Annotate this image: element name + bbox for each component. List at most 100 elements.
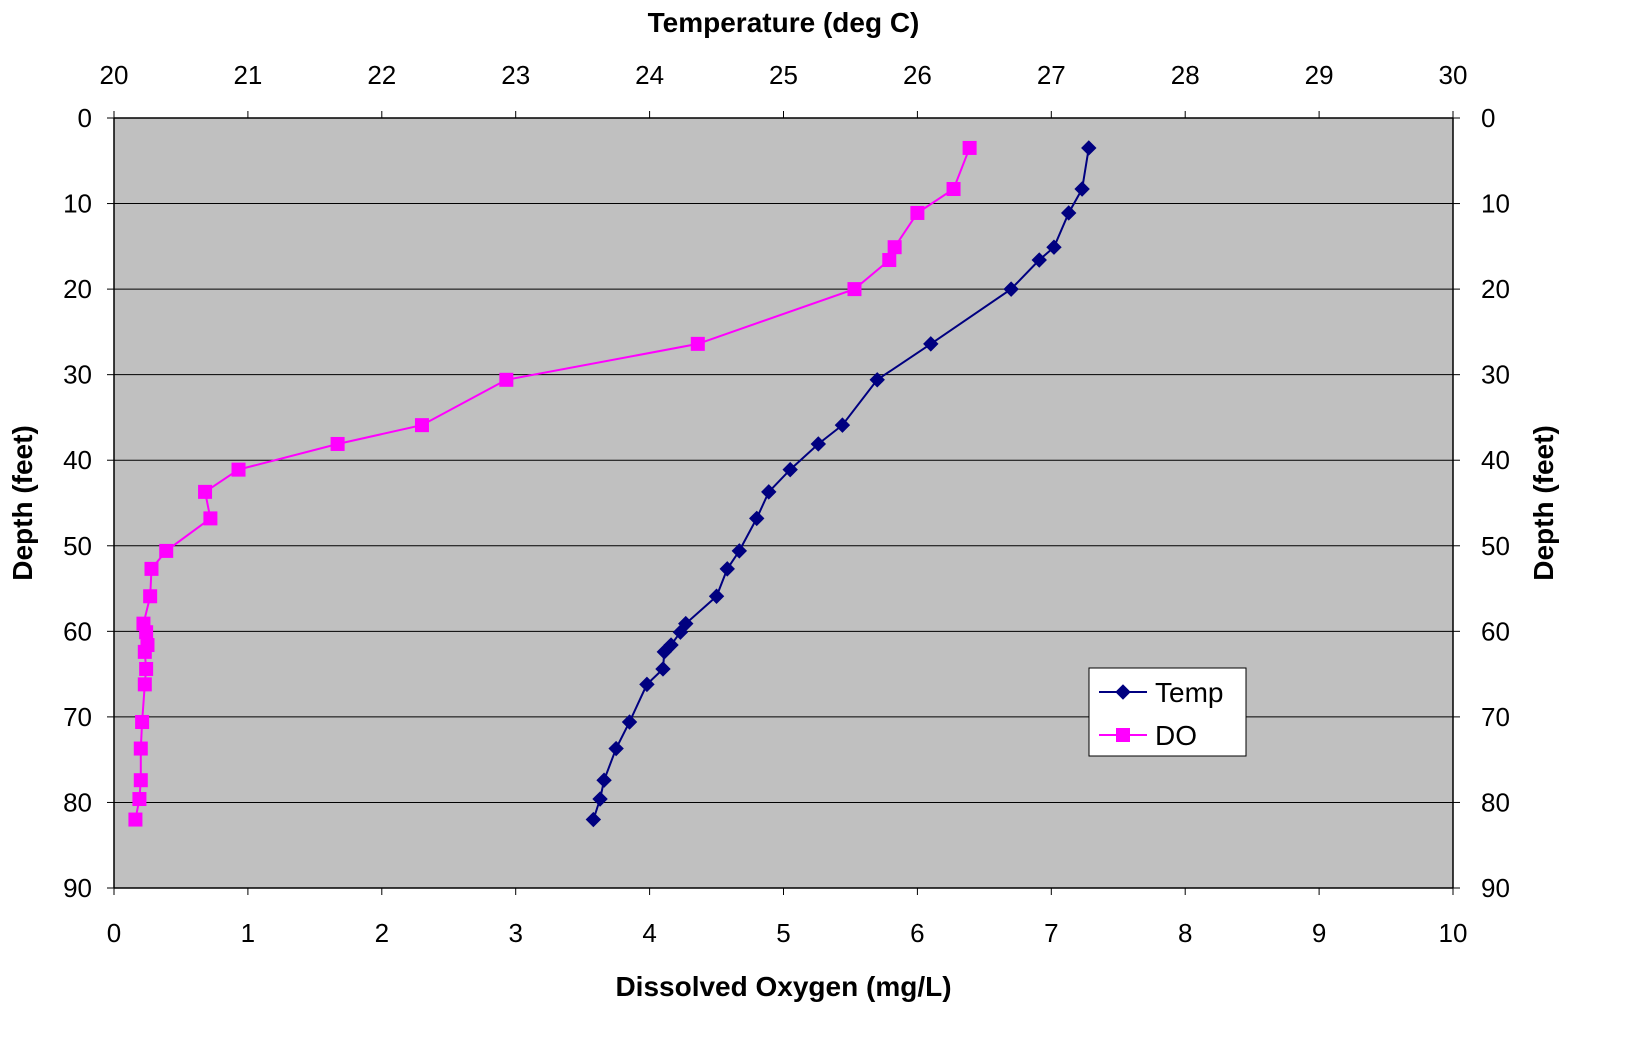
do-point [133, 773, 148, 788]
temp-point [596, 772, 612, 788]
gridlines [114, 203, 1453, 803]
temp-point [639, 676, 655, 693]
do-point [144, 561, 159, 576]
right-tick-label: 80 [1481, 787, 1510, 817]
bottom-tick-label: 9 [1312, 918, 1326, 948]
temp-point [810, 436, 827, 452]
bottom-axis-title: Dissolved Oxygen (mg/L) [615, 971, 951, 1002]
top-tick-label: 26 [903, 60, 932, 90]
temp-point [1031, 252, 1047, 268]
do-point [910, 205, 925, 220]
temp-point [1060, 205, 1077, 221]
do-point [159, 543, 174, 558]
legend-item-temp: Temp [1099, 677, 1223, 708]
do-point [231, 462, 246, 477]
legend-label: Temp [1155, 677, 1223, 708]
temp-point [1081, 140, 1097, 156]
left-axis-title: Depth (feet) [7, 425, 38, 581]
legend-box [1088, 667, 1247, 757]
do-point [135, 715, 150, 730]
bottom-tick-label: 8 [1178, 918, 1192, 948]
top-tick-label: 28 [1171, 60, 1200, 90]
do-point [143, 589, 158, 604]
bottom-tick-label: 4 [642, 918, 656, 948]
temp-point [834, 417, 851, 433]
bottom-tick-label: 5 [776, 918, 790, 948]
do-point [137, 644, 152, 659]
left-tick-label: 50 [63, 531, 92, 561]
do-point [690, 336, 705, 351]
do-point [847, 282, 862, 297]
bottom-tick-label: 3 [508, 918, 522, 948]
left-tick-label: 30 [63, 360, 92, 390]
bottom-tick-label: 0 [107, 918, 121, 948]
legend: Temp DO [1088, 667, 1247, 757]
temp-point [608, 740, 624, 757]
do-point [887, 240, 902, 255]
left-tick-label: 10 [63, 189, 92, 219]
temp-point [749, 510, 765, 527]
legend-marker [1116, 728, 1130, 742]
series-layer [128, 140, 1097, 828]
axes: 0 0 10 10 20 20 30 30 40 40 50 50 60 60 70 70 80 80 90 90 0 1… [63, 60, 1510, 948]
left-tick-label: 90 [63, 873, 92, 903]
do-point [137, 677, 152, 692]
temp-point [656, 644, 673, 660]
top-tick-label: 22 [367, 60, 396, 90]
temp-point [1074, 181, 1090, 197]
series-do [128, 140, 977, 827]
do-point [203, 511, 218, 526]
top-tick-label: 25 [769, 60, 798, 90]
legend-label: DO [1155, 720, 1197, 751]
bottom-tick-label: 10 [1439, 918, 1468, 948]
right-tick-label: 10 [1481, 189, 1510, 219]
right-tick-label: 90 [1481, 873, 1510, 903]
do-point [946, 182, 961, 197]
temp-point [1003, 281, 1019, 297]
bottom-tick-label: 6 [910, 918, 924, 948]
right-tick-label: 60 [1481, 616, 1510, 646]
top-tick-label: 20 [100, 60, 129, 90]
plot-area [113, 117, 1454, 889]
temp-point [731, 543, 748, 559]
right-tick-label: 0 [1481, 103, 1495, 133]
left-tick-label: 40 [63, 445, 92, 475]
top-tick-label: 21 [233, 60, 262, 90]
do-point [139, 625, 154, 640]
temp-point [621, 714, 638, 730]
temp-point [708, 588, 725, 604]
bottom-tick-label: 7 [1044, 918, 1058, 948]
do-point [139, 661, 154, 676]
temp-point [869, 372, 885, 388]
top-tick-label: 24 [635, 60, 664, 90]
do-point [198, 484, 213, 499]
top-tick-label: 29 [1305, 60, 1334, 90]
do-point [414, 418, 429, 433]
right-axis-title: Depth (feet) [1528, 425, 1559, 581]
temp-point [655, 661, 671, 677]
bottom-tick-label: 2 [375, 918, 389, 948]
right-tick-label: 50 [1481, 531, 1510, 561]
right-tick-label: 20 [1481, 274, 1510, 304]
temp-point [719, 561, 735, 577]
top-tick-label: 23 [501, 60, 530, 90]
legend-marker [1115, 684, 1131, 700]
do-point [132, 792, 147, 807]
left-tick-label: 20 [63, 274, 92, 304]
left-tick-label: 60 [63, 616, 92, 646]
do-point [499, 372, 514, 387]
temp-point [592, 791, 608, 807]
right-tick-label: 40 [1481, 445, 1510, 475]
temp-point [923, 336, 939, 352]
top-tick-label: 27 [1037, 60, 1066, 90]
legend-item-do: DO [1099, 720, 1197, 751]
temp-point [585, 811, 602, 828]
do-point [962, 140, 977, 155]
bottom-tick-label: 1 [241, 918, 255, 948]
temp-point [1046, 239, 1062, 255]
do-point [128, 812, 143, 827]
temp-point [672, 624, 689, 640]
do-point [882, 253, 897, 268]
